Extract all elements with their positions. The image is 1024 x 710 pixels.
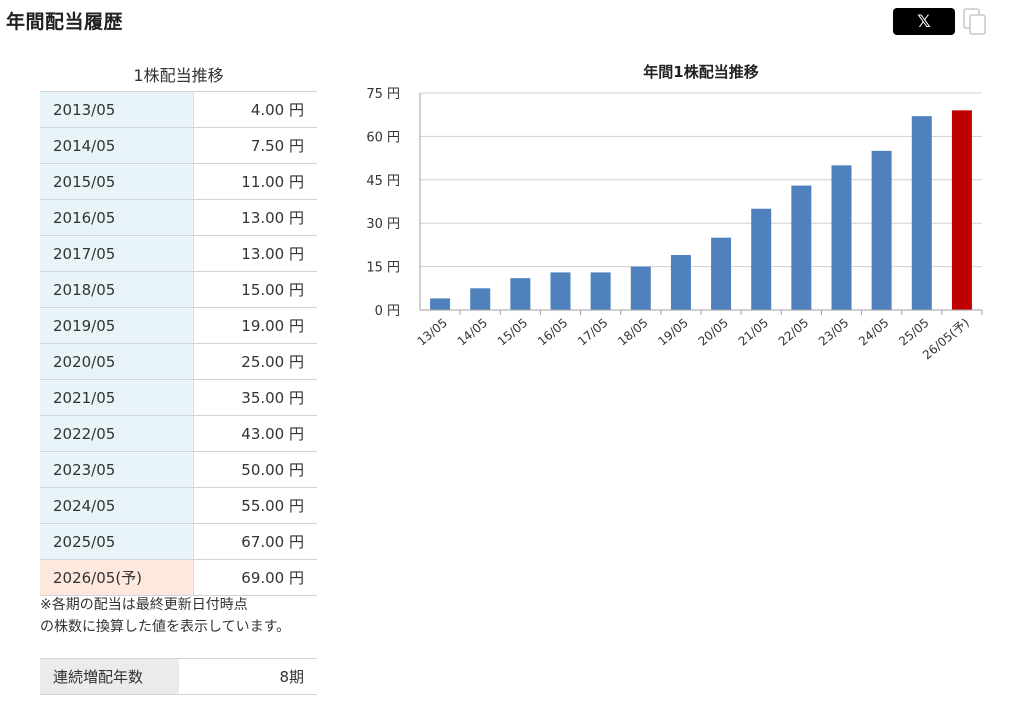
bar — [831, 165, 852, 310]
x-tick-label: 18/05 — [615, 316, 650, 349]
year-cell: 2021/05 — [40, 379, 194, 416]
dividend-cell: 13.00 円 — [193, 199, 317, 236]
x-logo-icon: 𝕏 — [917, 11, 931, 32]
bar — [430, 298, 451, 310]
dividend-cell: 35.00 円 — [193, 379, 317, 416]
y-tick-label: 15 円 — [366, 261, 400, 276]
streak-row: 連続増配年数 8期 — [40, 658, 317, 695]
x-tick-label: 14/05 — [455, 316, 490, 349]
bar — [550, 272, 571, 310]
note-line-2: の株数に換算した値を表示しています。 — [40, 619, 291, 635]
dividend-cell: 15.00 円 — [193, 271, 317, 308]
x-tick-label: 20/05 — [696, 316, 731, 349]
x-tick-label: 19/05 — [655, 316, 690, 349]
dividend-cell: 55.00 円 — [193, 487, 317, 524]
note-line-1: ※各期の配当は最終更新日付時点 — [40, 597, 248, 613]
bar — [871, 150, 892, 310]
bar — [630, 266, 651, 310]
dividend-table: 1株配当推移 2013/05 4.00 円 2014/05 7.50 円 2015/05… — [40, 61, 317, 596]
bar — [951, 110, 972, 310]
year-cell: 2016/05 — [40, 199, 194, 236]
dividend-chart: 年間1株配当推移 0 円 15 円 30 円 45 円 60 円 75 円 13/05 14/0… — [366, 63, 983, 362]
share-x-button[interactable]: 𝕏 — [893, 8, 955, 35]
year-cell: 2024/05 — [40, 487, 194, 524]
dividend-cell: 69.00 円 — [193, 559, 317, 596]
year-cell: 2026/05(予) — [40, 559, 194, 596]
streak-table: 連続増配年数 8期 — [40, 658, 317, 695]
year-cell: 2023/05 — [40, 451, 194, 488]
y-tick-label: 75 円 — [366, 87, 400, 102]
table-row: 2024/05 55.00 円 — [40, 487, 317, 524]
y-tick-label: 30 円 — [366, 217, 400, 232]
table-row: 2013/05 4.00 円 — [40, 91, 317, 128]
streak-value: 8期 — [179, 658, 317, 695]
table-note: ※各期の配当は最終更新日付時点 の株数に換算した値を表示しています。 — [40, 594, 290, 638]
y-tick-label: 0 円 — [375, 304, 400, 319]
dividend-cell: 19.00 円 — [193, 307, 317, 344]
x-tick-label: 15/05 — [495, 316, 530, 349]
table-row: 2018/05 15.00 円 — [40, 271, 317, 308]
table-row: 2017/05 13.00 円 — [40, 235, 317, 272]
table-row: 2023/05 50.00 円 — [40, 451, 317, 488]
bar — [711, 237, 732, 310]
bar — [911, 116, 932, 310]
x-tick-label: 16/05 — [535, 316, 570, 349]
year-cell: 2019/05 — [40, 307, 194, 344]
x-tick-label: 23/05 — [816, 316, 851, 349]
bar — [590, 272, 611, 310]
table-row: 2016/05 13.00 円 — [40, 199, 317, 236]
table-row: 2019/05 19.00 円 — [40, 307, 317, 344]
y-tick-label: 60 円 — [366, 130, 400, 145]
dividend-cell: 67.00 円 — [193, 523, 317, 560]
dividend-cell: 11.00 円 — [193, 163, 317, 200]
dividend-cell: 7.50 円 — [193, 127, 317, 164]
bar — [791, 185, 812, 310]
x-tick-label: 22/05 — [776, 316, 811, 349]
table-row: 2020/05 25.00 円 — [40, 343, 317, 380]
bar — [751, 208, 772, 310]
dividend-cell: 43.00 円 — [193, 415, 317, 452]
dividend-cell: 4.00 円 — [193, 91, 317, 128]
chart-title: 年間1株配当推移 — [643, 63, 758, 81]
table-row: 2026/05(予) 69.00 円 — [40, 559, 317, 596]
x-tick-label: 17/05 — [575, 316, 610, 349]
bar — [670, 255, 691, 310]
dividend-cell: 25.00 円 — [193, 343, 317, 380]
year-cell: 2014/05 — [40, 127, 194, 164]
table-row: 2014/05 7.50 円 — [40, 127, 317, 164]
year-cell: 2020/05 — [40, 343, 194, 380]
x-tick-label: 25/05 — [896, 316, 931, 349]
year-cell: 2025/05 — [40, 523, 194, 560]
year-cell: 2017/05 — [40, 235, 194, 272]
year-cell: 2013/05 — [40, 91, 194, 128]
dividend-cell: 50.00 円 — [193, 451, 317, 488]
streak-label: 連続増配年数 — [40, 658, 179, 695]
table-caption: 1株配当推移 — [133, 66, 224, 85]
bar — [510, 278, 531, 310]
year-cell: 2022/05 — [40, 415, 194, 452]
table-row: 2021/05 35.00 円 — [40, 379, 317, 416]
year-cell: 2015/05 — [40, 163, 194, 200]
x-tick-label: 13/05 — [415, 316, 450, 349]
dividend-cell: 13.00 円 — [193, 235, 317, 272]
table-row: 2025/05 67.00 円 — [40, 523, 317, 560]
y-tick-label: 45 円 — [366, 174, 400, 189]
table-row: 2022/05 43.00 円 — [40, 415, 317, 452]
x-tick-label: 24/05 — [856, 316, 891, 349]
bar — [470, 288, 491, 310]
copy-icon[interactable] — [963, 8, 987, 36]
x-tick-label: 21/05 — [736, 316, 771, 349]
table-row: 2015/05 11.00 円 — [40, 163, 317, 200]
page-title: 年間配当履歴 — [6, 11, 124, 33]
year-cell: 2018/05 — [40, 271, 194, 308]
